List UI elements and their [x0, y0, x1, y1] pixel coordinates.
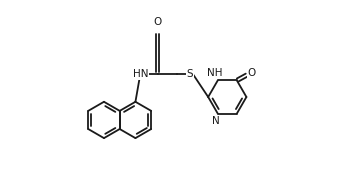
- Text: NH: NH: [207, 68, 223, 78]
- Text: O: O: [153, 17, 162, 27]
- Text: S: S: [187, 69, 194, 79]
- Text: HN: HN: [132, 69, 148, 79]
- Text: O: O: [247, 68, 255, 78]
- Text: N: N: [212, 116, 220, 126]
